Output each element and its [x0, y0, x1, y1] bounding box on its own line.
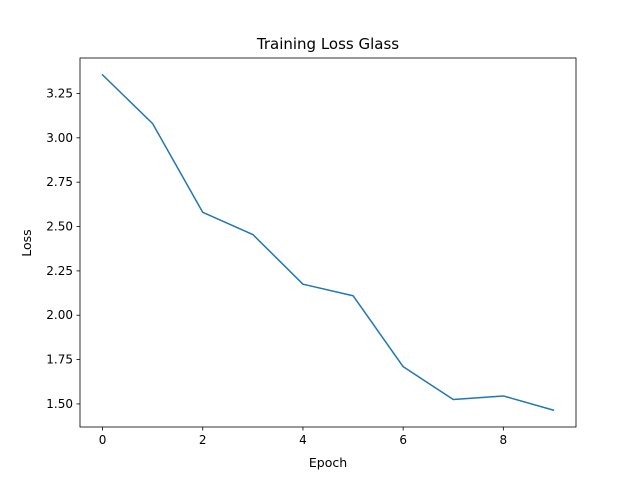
- x-axis-label: Epoch: [309, 455, 347, 470]
- y-tick-label: 2.75: [46, 175, 73, 189]
- y-tick-label: 3.25: [46, 86, 73, 100]
- x-tick-label: 4: [299, 433, 307, 447]
- y-tick-label: 2.00: [46, 308, 73, 322]
- x-tick-label: 0: [99, 433, 107, 447]
- x-tick-label: 2: [199, 433, 207, 447]
- chart-title: Training Loss Glass: [256, 35, 399, 53]
- y-tick-label: 1.75: [46, 353, 73, 367]
- y-tick-label: 2.25: [46, 264, 73, 278]
- plot-frame: [79, 57, 577, 428]
- x-tick-label: 6: [399, 433, 407, 447]
- tick-layer: 0 2 4 6 8 1.50 1.75 2.00 2.25 2.50 2.75 3.00 3.25: [46, 86, 507, 447]
- y-axis-label: Loss: [19, 229, 34, 256]
- y-tick-label: 1.50: [46, 397, 73, 411]
- x-tick-label: 8: [500, 433, 508, 447]
- y-tick-label: 2.50: [46, 220, 73, 234]
- y-tick-label: 3.00: [46, 131, 73, 145]
- plot-area: [80, 58, 576, 427]
- loss-series-line: [101, 73, 555, 412]
